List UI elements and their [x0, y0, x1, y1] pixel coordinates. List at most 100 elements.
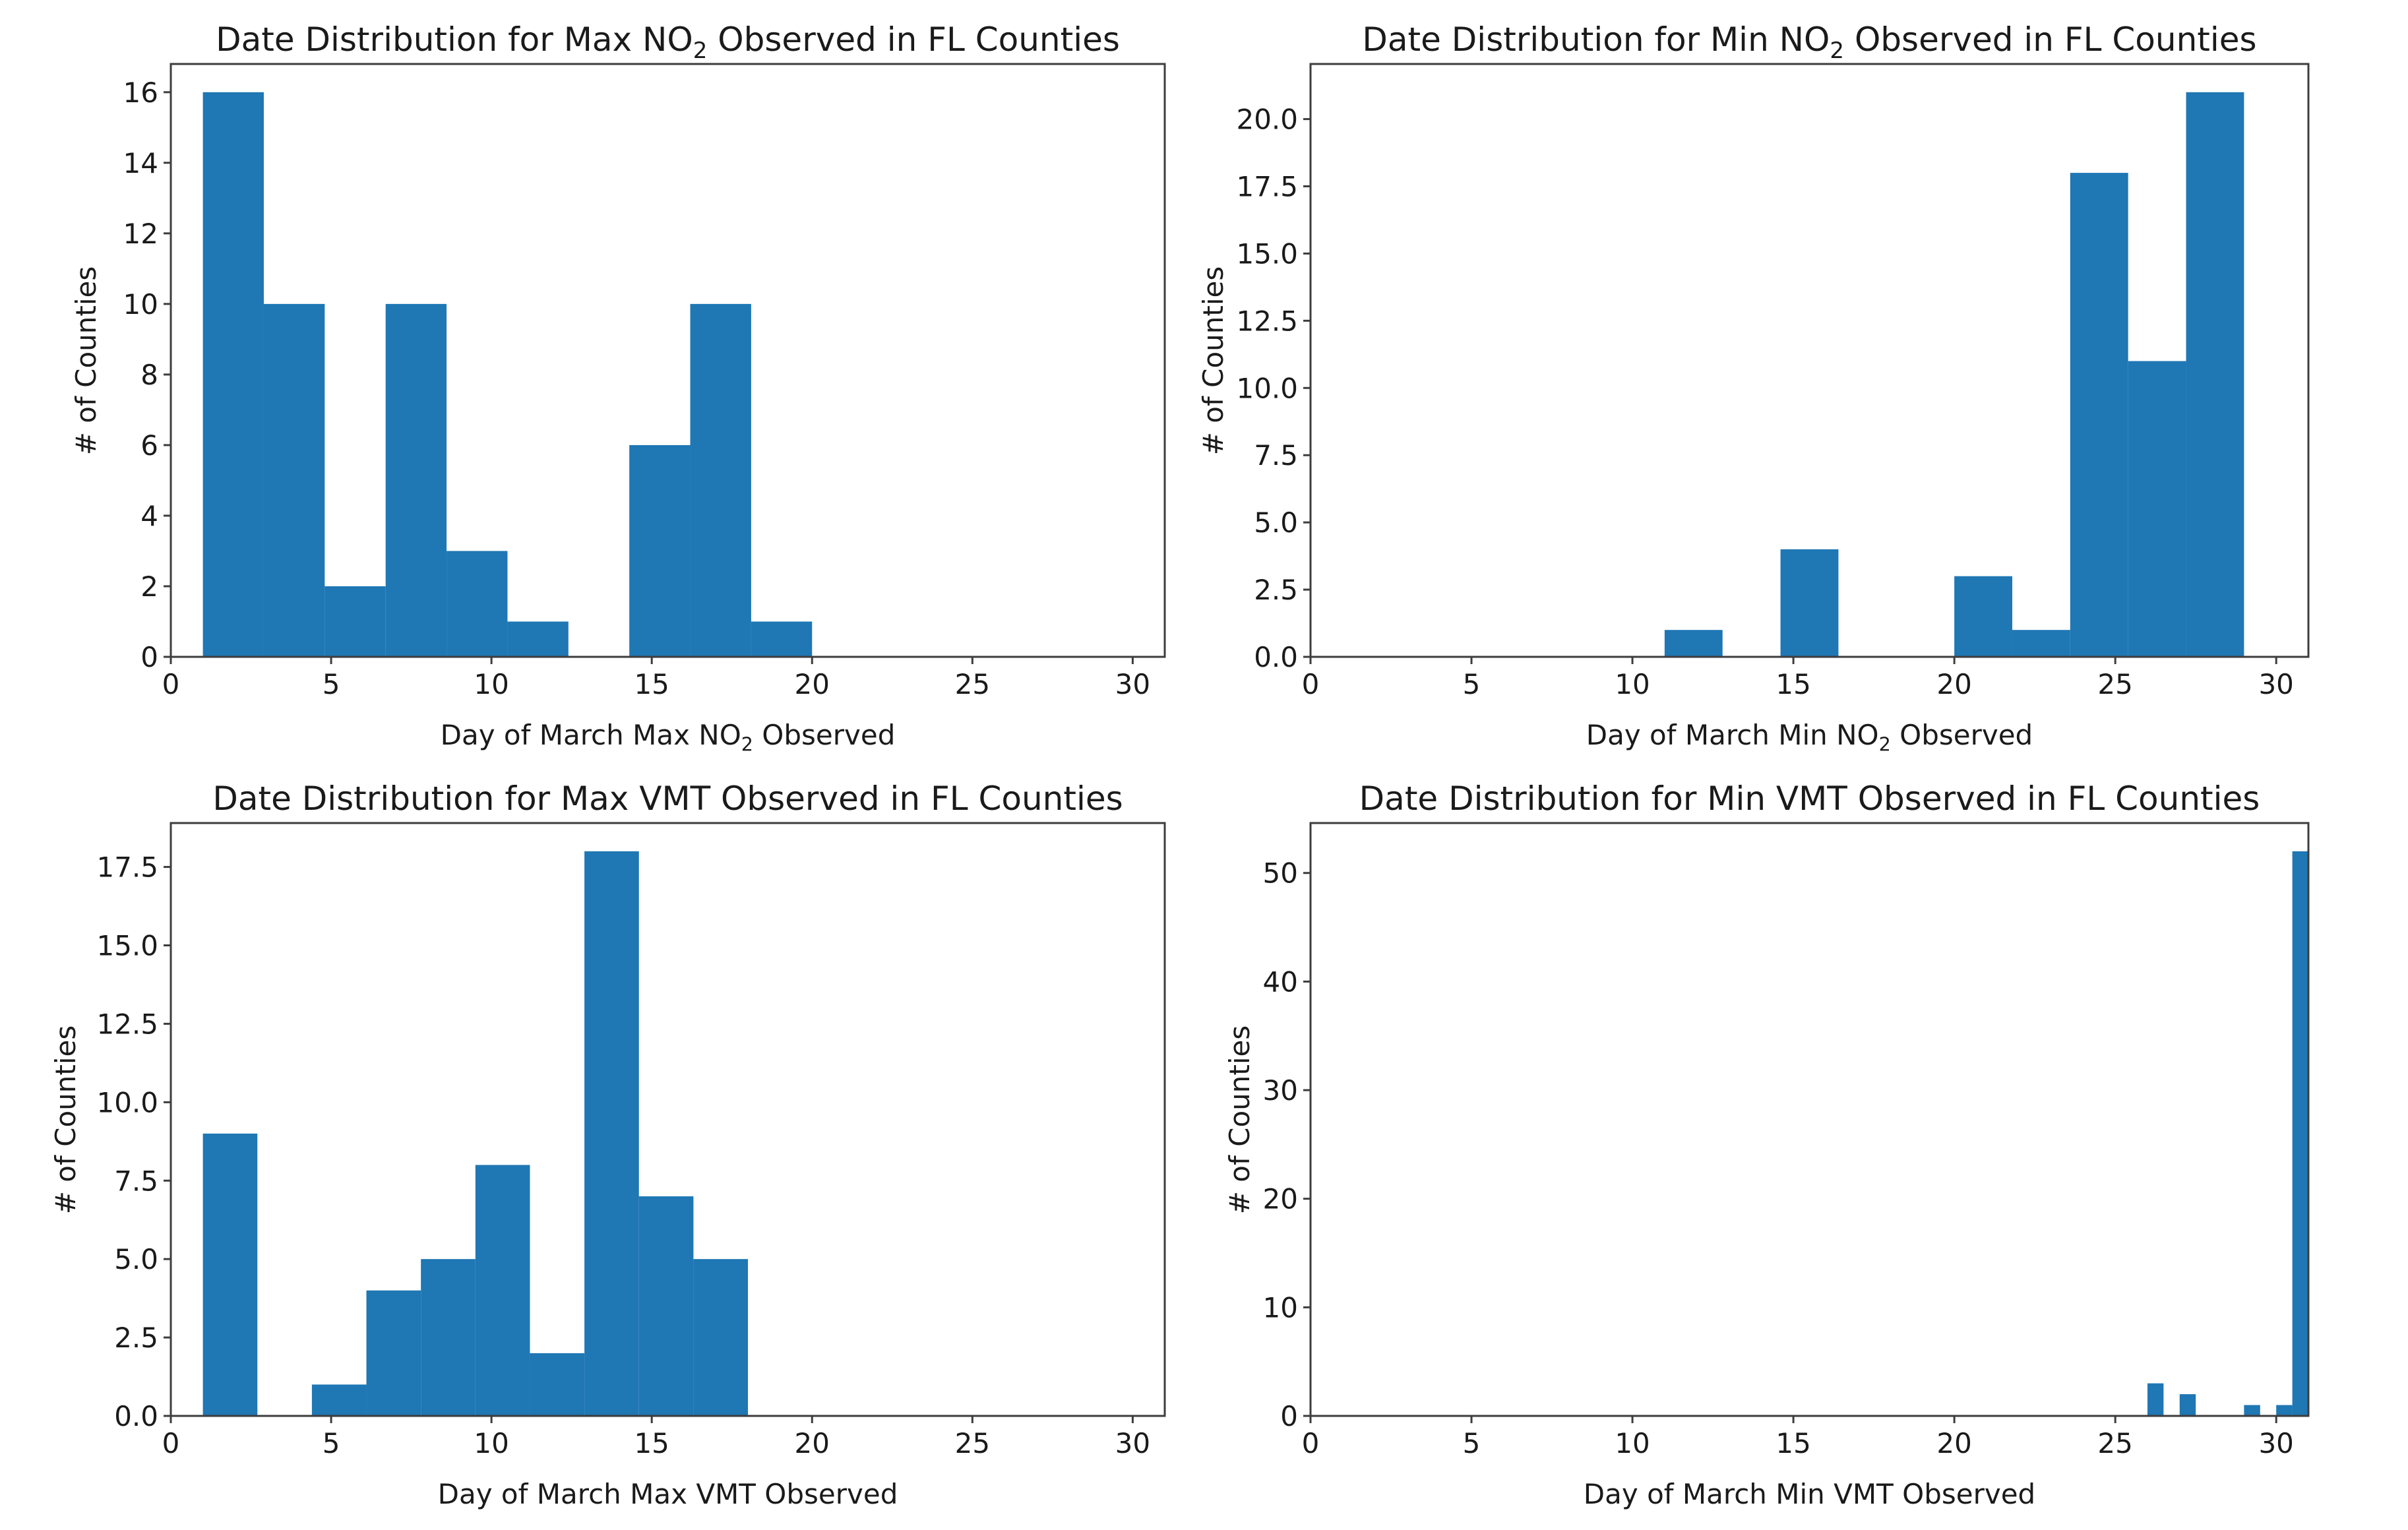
x-tick-label: 20: [795, 1427, 830, 1459]
x-axis-label: Day of March Max VMT Observed: [171, 1477, 1165, 1512]
x-tick-label: 0: [162, 1427, 180, 1459]
x-tick-label: 5: [1463, 668, 1481, 700]
x-tick-label: 10: [1615, 668, 1650, 700]
histogram-bar: [1780, 549, 1839, 657]
x-tick-label: 10: [474, 668, 509, 700]
histogram-plot-area: 0 5 10 15 20 25 30 0.0 2.5 5.0 7.5 10.0 12.5 15.0 17.5: [96, 822, 1166, 1459]
y-tick-label: 0.0: [1254, 641, 1298, 673]
histogram-plot-area: 0 5 10 15 20 25 30 0 2 4 6 8 10 12 14 16: [123, 63, 1166, 700]
x-tick-label: 15: [634, 668, 669, 700]
x-axis-label: Day of March Min VMT Observed: [1311, 1477, 2308, 1512]
x-axis-label: Day of March Min NO2 Observed: [1311, 718, 2308, 756]
y-tick-label: 10.0: [1236, 372, 1298, 404]
y-tick-label: 50: [1263, 857, 1298, 890]
chart-title-text: Date Distribution for Min VMT Observed i…: [1359, 780, 2260, 818]
chart-title-text: Observed in FL Counties: [1844, 20, 2257, 59]
x-tick-label: 20: [795, 668, 830, 700]
x-tick-label: 20: [1936, 668, 1971, 700]
x-tick-label: 10: [1615, 1427, 1650, 1459]
y-tick-label: 6: [140, 429, 158, 462]
x-axis-label-text: Day of March Max NO: [440, 719, 741, 751]
x-tick-label: 15: [1775, 668, 1810, 700]
histogram-bar: [638, 1196, 694, 1416]
histogram-bar: [2244, 1405, 2260, 1416]
histogram-bar: [629, 444, 691, 657]
y-tick-label: 2.5: [1254, 574, 1298, 606]
y-tick-label: 10.0: [96, 1086, 158, 1118]
subplot-max-vmt: Date Distribution for Max VMT Observed i…: [0, 765, 1204, 1530]
histogram-bar: [366, 1290, 421, 1416]
x-axis-label-subscript: 2: [1878, 733, 1891, 756]
x-tick-label: 0: [1302, 1427, 1320, 1459]
y-tick-label: 20: [1263, 1183, 1298, 1215]
y-tick-label: 17.5: [96, 851, 158, 884]
y-tick-label: 2.5: [114, 1322, 158, 1354]
subplot-min-no2: Date Distribution for Min NO2 Observed i…: [1197, 0, 2408, 765]
x-axis-label-text: Day of March Min VMT Observed: [1583, 1478, 2036, 1510]
histogram-plot-area: 0 5 10 15 20 25 30 0.0 2.5 5.0 7.5 10.0 12.5 15.0 17.5…: [1236, 63, 2310, 700]
x-tick-label: 30: [1115, 1427, 1150, 1459]
histogram-bar: [311, 1384, 367, 1416]
y-tick-label: 20.0: [1236, 104, 1298, 136]
histogram-bar: [324, 586, 386, 657]
y-tick-label: 8: [140, 359, 158, 391]
histogram-bar: [693, 1259, 749, 1416]
y-tick-label: 0.0: [114, 1400, 158, 1432]
histogram-bar: [475, 1165, 530, 1416]
subplot-max-no2: Date Distribution for Max NO2 Observed i…: [0, 0, 1204, 765]
histogram-bar: [1664, 630, 1723, 657]
x-tick-label: 0: [162, 668, 180, 700]
y-tick-label: 17.5: [1236, 171, 1298, 203]
histogram-bar: [2147, 1383, 2164, 1416]
x-axis-label-subscript: 2: [741, 733, 753, 756]
histogram-bar: [2276, 1405, 2293, 1416]
histogram-bar: [584, 851, 639, 1416]
chart-title: Date Distribution for Min VMT Observed i…: [1311, 778, 2308, 819]
x-tick-label: 25: [955, 1427, 990, 1459]
histogram-bar: [202, 92, 264, 658]
y-tick-label: 5.0: [1254, 506, 1298, 539]
histogram-bar: [2012, 630, 2070, 657]
y-tick-label: 15.0: [1236, 237, 1298, 270]
x-tick-label: 30: [2258, 1427, 2293, 1459]
y-tick-label: 14: [123, 147, 158, 179]
chart-title: Date Distribution for Min NO2 Observed i…: [1311, 19, 2308, 64]
chart-title-text: Date Distribution for Max VMT Observed i…: [212, 780, 1123, 818]
x-tick-label: 15: [1775, 1427, 1810, 1459]
x-tick-label: 25: [2097, 668, 2132, 700]
y-tick-label: 7.5: [114, 1165, 158, 1197]
x-axis-label-text: Observed: [1890, 719, 2033, 751]
chart-title-subscript: 2: [1830, 38, 1845, 65]
chart-title: Date Distribution for Max VMT Observed i…: [171, 778, 1165, 819]
x-axis-label-text: Day of March Min NO: [1586, 719, 1879, 751]
chart-title: Date Distribution for Max NO2 Observed i…: [171, 19, 1165, 64]
x-tick-label: 20: [1936, 1427, 1971, 1459]
x-tick-label: 30: [2258, 668, 2293, 700]
histogram-bar: [447, 551, 508, 657]
chart-title-text: Date Distribution for Min NO: [1362, 20, 1830, 59]
y-tick-label: 7.5: [1254, 439, 1298, 472]
x-tick-label: 0: [1302, 668, 1320, 700]
x-tick-label: 5: [323, 668, 340, 700]
chart-title-subscript: 2: [693, 38, 708, 65]
plot-frame: [1309, 63, 2310, 658]
y-tick-label: 10: [123, 288, 158, 321]
y-tick-label: 16: [123, 76, 158, 109]
y-tick-label: 40: [1263, 965, 1298, 998]
x-tick-label: 10: [474, 1427, 509, 1459]
x-tick-label: 15: [634, 1427, 669, 1459]
x-tick-label: 5: [323, 1427, 340, 1459]
y-tick-label: 2: [140, 570, 158, 603]
y-tick-label: 30: [1263, 1074, 1298, 1107]
subplot-min-vmt: Date Distribution for Min VMT Observed i…: [1204, 765, 2408, 1530]
y-tick-label: 10: [1263, 1291, 1298, 1324]
x-axis-label: Day of March Max NO2 Observed: [171, 718, 1165, 756]
x-tick-label: 25: [955, 668, 990, 700]
histogram-bar: [690, 303, 751, 657]
plot-frame: [1309, 822, 2310, 1417]
plot-frame: [170, 63, 1166, 658]
histogram-bar: [2186, 92, 2244, 658]
x-tick-label: 30: [1115, 668, 1150, 700]
y-tick-label: 15.0: [96, 930, 158, 962]
histogram-bar: [751, 621, 813, 657]
